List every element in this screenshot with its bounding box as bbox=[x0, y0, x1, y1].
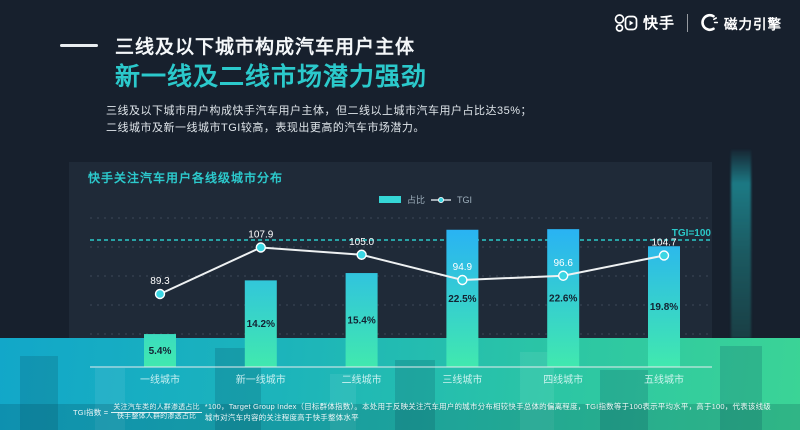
footnote-fraction: 关注汽车类的人群渗透占比 快手整体人群的渗透占比 bbox=[111, 403, 202, 421]
footnote-prefix: TGI指数 = bbox=[73, 407, 109, 417]
building-decoration bbox=[395, 360, 435, 430]
kuaishou-logo: 快手 bbox=[614, 12, 675, 33]
intro-paragraph: 三线及以下城市用户构成快手汽车用户主体，但二线以上城市汽车用户占比达35%； 二… bbox=[106, 103, 532, 137]
building-decoration bbox=[20, 356, 58, 430]
footnote-text: *100，Target Group Index（目标群体指数）。本处用于反映关注… bbox=[204, 402, 771, 422]
magnetic-engine-wordmark: 磁力引擎 bbox=[724, 16, 782, 32]
footnote: TGI指数 = 关注汽车类的人群渗透占比 快手整体人群的渗透占比 *100，Ta… bbox=[73, 401, 773, 423]
legend-bar-swatch bbox=[379, 196, 401, 203]
header-dash bbox=[60, 44, 98, 47]
magnetic-engine-logo: 磁力引擎 bbox=[700, 13, 782, 33]
page-title: 三线及以下城市构成汽车用户主体 bbox=[115, 37, 416, 58]
brand-bar: 快手 磁力引擎 bbox=[614, 12, 782, 33]
chart-legend: 占比 TGI bbox=[379, 193, 472, 206]
intro-line-1: 三线及以下城市用户构成快手汽车用户主体，但二线以上城市汽车用户占比达35%； bbox=[106, 105, 533, 117]
building-decoration bbox=[600, 370, 648, 430]
legend-line-label: TGI bbox=[457, 194, 473, 205]
teal-glow-strip bbox=[731, 150, 751, 338]
kuaishou-wordmark: 快手 bbox=[642, 15, 675, 32]
chart-title: 快手关注汽车用户各线级城市分布 bbox=[88, 171, 284, 185]
brand-divider bbox=[687, 13, 688, 32]
page-subtitle: 新一线及二线市场潜力强劲 bbox=[115, 63, 428, 91]
footnote-denominator: 快手整体人群的渗透占比 bbox=[116, 412, 197, 420]
building-decoration bbox=[95, 368, 125, 430]
footnote-numerator: 关注汽车类的人群渗透占比 bbox=[111, 403, 202, 413]
intro-line-2: 二线城市及新一线城市TGI较高，表现出更高的汽车市场潜力。 bbox=[106, 122, 425, 134]
magnetic-engine-icon bbox=[701, 13, 719, 32]
kuaishou-icon bbox=[614, 13, 638, 32]
legend-bar-label: 占比 bbox=[407, 195, 426, 205]
building-decoration bbox=[720, 346, 762, 430]
legend-line-icon bbox=[431, 196, 452, 203]
chart-panel bbox=[69, 162, 712, 338]
band-bottom-shade bbox=[0, 404, 800, 430]
building-decoration bbox=[330, 374, 356, 430]
